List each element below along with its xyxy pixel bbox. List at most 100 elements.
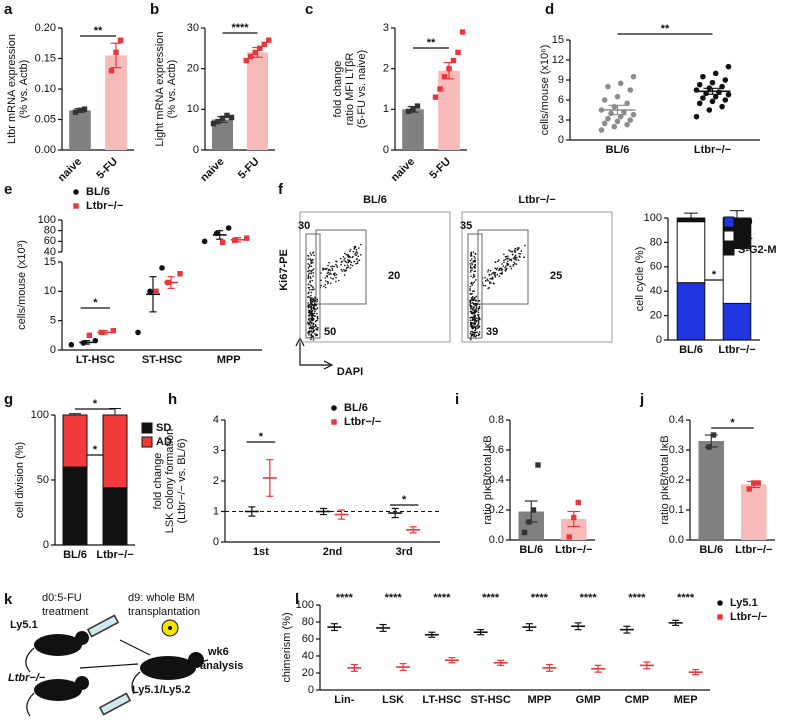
event-dot	[500, 269, 503, 271]
event-dot	[328, 273, 330, 276]
event-dot	[310, 326, 313, 329]
event-dot	[469, 265, 472, 267]
data-point	[215, 118, 221, 125]
event-dot	[478, 305, 481, 308]
event-dot	[353, 246, 356, 248]
event-dot	[469, 332, 472, 335]
event-dot	[309, 306, 312, 309]
event-dot	[316, 307, 319, 310]
event-dot	[513, 261, 515, 264]
event-dot	[358, 247, 360, 249]
data-point	[228, 114, 235, 121]
y-tick-label: 0.6	[489, 444, 504, 456]
y-axis-label: fold change	[332, 61, 344, 118]
event-dot	[472, 326, 474, 328]
data-point	[535, 462, 541, 468]
event-dot	[347, 262, 349, 264]
event-dot	[503, 253, 505, 256]
radiation-icon	[168, 626, 172, 630]
event-dot	[475, 295, 478, 298]
data-point	[611, 123, 618, 130]
y-tick-label: 0.0	[669, 534, 684, 546]
event-dot	[523, 256, 525, 258]
event-dot	[308, 264, 311, 266]
event-dot	[509, 265, 512, 268]
y-tick-label: 0	[656, 334, 662, 346]
event-dot	[482, 284, 485, 287]
event-dot	[472, 309, 474, 311]
gate-value: 35	[460, 220, 472, 232]
event-dot	[316, 312, 318, 315]
data-point	[153, 288, 159, 295]
bar	[741, 484, 767, 540]
event-dot	[477, 315, 480, 317]
data-point	[108, 68, 115, 74]
event-dot	[494, 261, 497, 264]
event-dot	[311, 332, 313, 334]
legend-label: BL/6	[344, 402, 368, 414]
data-point	[624, 100, 630, 107]
event-dot	[346, 254, 349, 257]
event-dot	[470, 312, 473, 314]
legend-swatch	[141, 422, 153, 434]
event-dot	[501, 263, 503, 265]
x-tick-label: LT-HSC	[422, 694, 461, 706]
data-point	[710, 432, 717, 438]
event-dot	[310, 291, 313, 294]
event-dot	[313, 254, 315, 257]
event-dot	[310, 254, 313, 256]
data-point	[608, 110, 614, 117]
event-dot	[308, 265, 311, 268]
y-tick-label: 40	[44, 246, 56, 258]
panel-letter: i	[455, 391, 459, 408]
gate-value: 20	[388, 270, 400, 282]
bar	[698, 441, 724, 540]
event-dot	[309, 324, 312, 326]
event-dot	[314, 300, 316, 303]
event-dot	[327, 271, 330, 274]
event-dot	[471, 269, 473, 272]
event-dot	[510, 259, 513, 262]
event-dot	[324, 283, 327, 286]
event-dot	[474, 329, 476, 332]
y-tick-label: 9	[558, 74, 564, 86]
event-dot	[311, 318, 313, 321]
event-dot	[344, 257, 346, 260]
event-dot	[330, 265, 332, 268]
event-dot	[494, 267, 497, 270]
event-dot	[341, 270, 344, 272]
event-dot	[473, 297, 476, 299]
event-dot	[307, 306, 310, 309]
bar	[69, 110, 91, 150]
event-dot	[335, 273, 338, 276]
y-tick-label: 0.8	[489, 414, 504, 426]
y-tick-label: 15	[552, 34, 564, 46]
event-dot	[335, 260, 338, 263]
event-dot	[352, 250, 355, 253]
data-point	[201, 238, 208, 245]
event-dot	[312, 331, 315, 333]
event-dot	[328, 268, 331, 271]
event-dot	[469, 323, 472, 325]
data-point	[219, 239, 226, 246]
event-dot	[507, 263, 510, 266]
x-tick-label: Ltbr−/−	[735, 544, 772, 556]
event-dot	[309, 269, 312, 272]
event-dot	[311, 297, 313, 299]
data-point	[725, 63, 732, 70]
event-dot	[311, 259, 313, 261]
x-tick-label: 5-FU	[427, 156, 453, 182]
event-dot	[469, 322, 472, 324]
event-dot	[473, 325, 475, 327]
data-point	[77, 107, 83, 114]
x-tick-label: 1st	[253, 546, 269, 558]
event-dot	[310, 322, 313, 324]
event-dot	[477, 334, 480, 337]
event-dot	[310, 260, 312, 262]
event-dot	[469, 288, 472, 290]
data-point	[722, 77, 729, 83]
event-dot	[474, 331, 476, 334]
event-dot	[333, 273, 336, 275]
event-dot	[312, 271, 315, 274]
mouse-tail	[131, 671, 141, 695]
